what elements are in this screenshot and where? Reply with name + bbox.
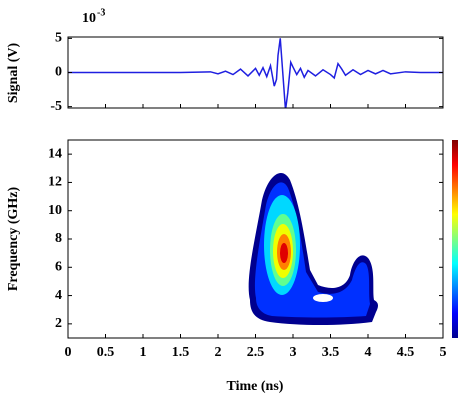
- spectrogram: [248, 172, 378, 325]
- y-tick-label: 6: [55, 260, 62, 275]
- x-tick-label: 0: [65, 345, 72, 360]
- x-tick-label: 2: [215, 345, 222, 360]
- x-tick-label: 3.5: [322, 345, 340, 360]
- x-tick-label: 0.5: [97, 345, 115, 360]
- y-tick-label: 8: [55, 231, 62, 246]
- y-tick-label: 2: [55, 316, 62, 331]
- y-tick-label: 12: [48, 175, 62, 190]
- x-tick-label: 1.5: [172, 345, 190, 360]
- x-axis-label: Time (ns): [227, 379, 284, 394]
- y-axis-label: Frequency (GHz): [6, 187, 21, 292]
- x-tick-label: 4.5: [397, 345, 415, 360]
- x-tick-label: 3: [290, 345, 297, 360]
- y-axis-label: Signal (V): [6, 43, 21, 104]
- x-tick-label: 4: [365, 345, 372, 360]
- signal-line: [68, 38, 443, 108]
- x-tick-label: 5: [440, 345, 447, 360]
- x-tick-label: 2.5: [247, 345, 265, 360]
- x-tick-label: 1: [140, 345, 147, 360]
- y-tick-label: -5: [50, 99, 62, 114]
- scale-exponent: -3: [97, 7, 105, 18]
- y-tick-label: 4: [55, 288, 62, 303]
- y-tick-label: 10: [48, 203, 62, 218]
- y-tick-label: 14: [48, 146, 62, 161]
- colorbar: [452, 140, 458, 338]
- y-tick-label: 0: [55, 65, 62, 80]
- plot-frame: [67, 36, 444, 109]
- plot-frame: [67, 139, 444, 339]
- scale-base: 10: [82, 11, 96, 26]
- y-tick-label: 5: [55, 31, 62, 46]
